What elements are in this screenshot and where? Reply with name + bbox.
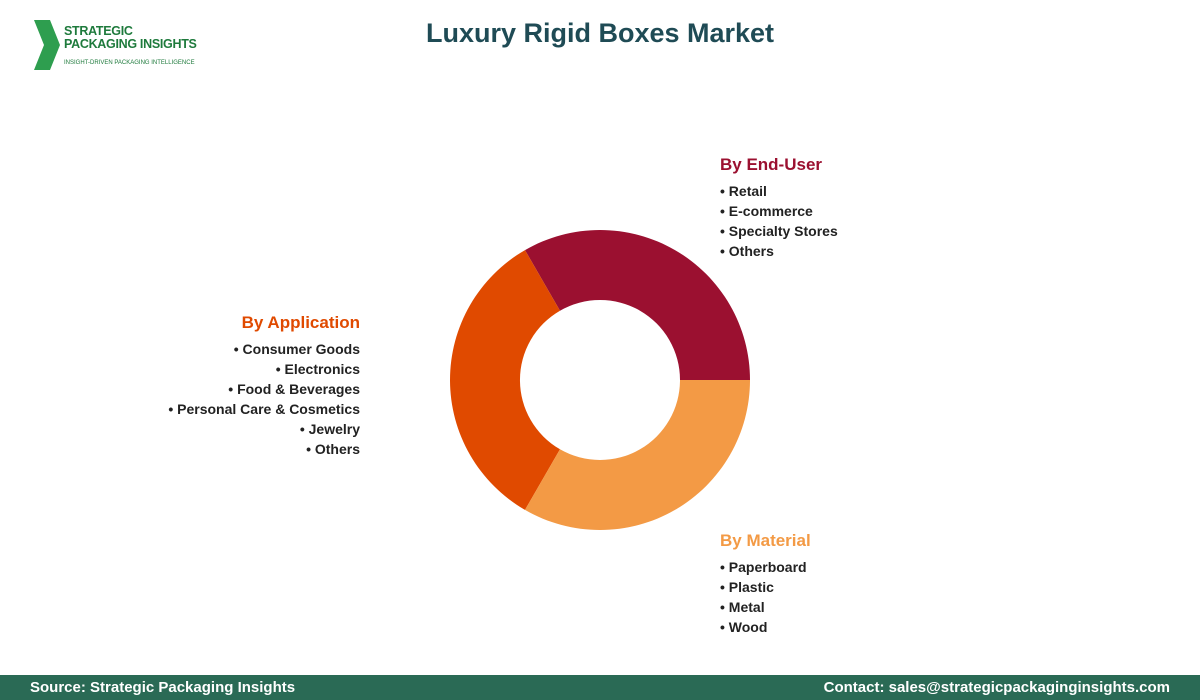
segment-item: Wood (720, 617, 811, 637)
segment-item: Retail (720, 181, 838, 201)
logo-line: PACKAGING INSIGHTS (64, 37, 197, 51)
segment-items: Consumer GoodsElectronicsFood & Beverage… (168, 339, 360, 459)
logo-tagline: INSIGHT-DRIVEN PACKAGING INTELLIGENCE (64, 60, 195, 66)
segment-item: Others (720, 241, 838, 261)
segment-item: Electronics (168, 359, 360, 379)
segment-item: Metal (720, 597, 811, 617)
source: Source: Strategic Packaging Insights (30, 679, 296, 696)
logo-text: STRATEGIC PACKAGING INSIGHTS (64, 25, 197, 51)
segment-application (450, 250, 560, 510)
segment-item: E-commerce (720, 201, 838, 221)
segment-item: Jewelry (168, 419, 360, 439)
segment-end-user (525, 230, 750, 380)
segment-item: Consumer Goods (168, 339, 360, 359)
segment-item: Paperboard (720, 557, 811, 577)
segment-legend: By End-User RetailE-commerceSpecialty Sto… (720, 155, 838, 261)
logo-line: STRATEGIC (64, 24, 133, 38)
title: Luxury Rigid Boxes Market (425, 18, 775, 48)
segment-title: By End-User (720, 155, 823, 174)
segment-items: RetailE-commerceSpecialty StoresOthers (720, 181, 838, 261)
segment-material (525, 380, 750, 530)
segment-item: Specialty Stores (720, 221, 838, 241)
segment-item: Others (168, 439, 360, 459)
logo-mark (34, 20, 60, 70)
segment-title: By Application (241, 313, 360, 332)
segment-legend: By Material PaperboardPlasticMetalWood (720, 531, 811, 637)
footer: Source: Strategic Packaging Insights Con… (0, 675, 1200, 700)
segment-title: By Material (720, 531, 811, 550)
segment-legend: By Application Consumer GoodsElectronicsF… (168, 313, 360, 459)
contact: Contact: sales@strategicpackaginginsight… (823, 679, 1170, 696)
segment-item: Plastic (720, 577, 811, 597)
segment-item: Personal Care & Cosmetics (168, 399, 360, 419)
segment-item: Food & Beverages (168, 379, 360, 399)
segment-items: PaperboardPlasticMetalWood (720, 557, 811, 637)
